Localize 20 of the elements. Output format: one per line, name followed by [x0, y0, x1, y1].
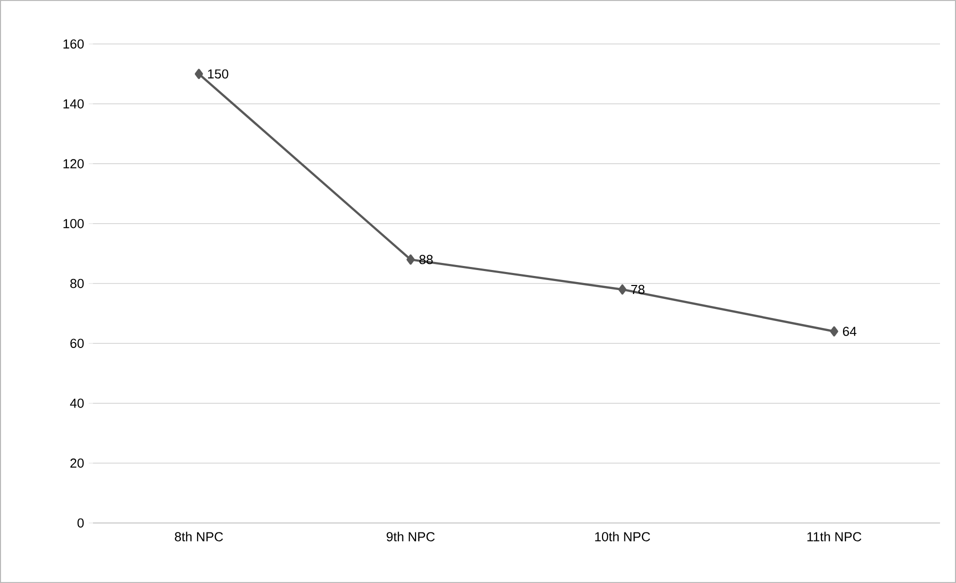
y-tick-label: 100 — [64, 219, 84, 228]
point — [618, 284, 626, 295]
y-tick-label: 160 — [64, 39, 84, 49]
data-label: 78 — [631, 284, 644, 294]
x-tick-label: 9th NPC — [386, 532, 435, 542]
x-tick-label: 11th NPC — [807, 532, 862, 542]
x-tick-label: 8th NPC — [174, 532, 223, 542]
point — [194, 68, 203, 80]
x-tick-label: 10th NPC — [595, 532, 650, 542]
point — [406, 254, 415, 265]
y-tick-label: 80 — [70, 278, 84, 288]
y-tick-label: 20 — [70, 458, 84, 468]
y-tick-label: 140 — [64, 99, 84, 108]
y-tick-label: 40 — [70, 398, 84, 408]
y-tick-label: 120 — [64, 159, 84, 168]
point — [830, 326, 838, 336]
data-label: 64 — [842, 326, 856, 336]
y-tick-label: 60 — [70, 338, 84, 348]
y-tick-label: 0 — [78, 518, 84, 528]
data-label: 150 — [208, 69, 228, 79]
